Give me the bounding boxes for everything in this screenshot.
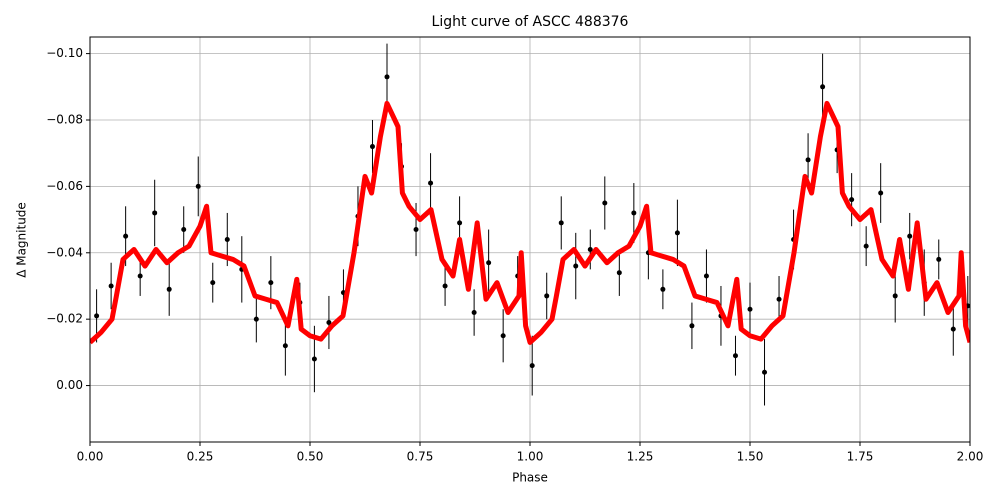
data-point — [500, 333, 506, 339]
data-point — [674, 230, 680, 236]
data-point — [892, 293, 898, 299]
data-point — [602, 200, 608, 206]
y-tick-label: 0.00 — [56, 378, 83, 392]
y-axis-label: Δ Magnitude — [15, 202, 29, 278]
data-point — [486, 260, 492, 266]
data-point — [413, 227, 419, 233]
x-tick-label: 1.00 — [517, 450, 544, 464]
data-point — [108, 283, 114, 289]
data-point — [210, 280, 216, 286]
data-point — [849, 197, 855, 203]
data-point — [253, 316, 259, 322]
data-point — [689, 323, 695, 329]
axes: 0.00 0.25 0.50 0.75 1.00 1.25 1.50 1.75 2.00 −0.1… — [46, 46, 983, 463]
y-tick-label: −0.02 — [46, 312, 83, 326]
chart-title: Light curve of ASCC 488376 — [432, 14, 629, 30]
data-point — [907, 233, 913, 239]
data-point — [747, 306, 753, 312]
data-point — [544, 293, 550, 299]
data-point — [268, 280, 274, 286]
data-point — [152, 210, 158, 216]
data-point — [703, 273, 709, 279]
data-point — [776, 296, 782, 302]
y-tick-label: −0.10 — [46, 46, 83, 60]
data-point — [732, 353, 738, 359]
x-tick-label: 0.50 — [297, 450, 324, 464]
grid — [89, 37, 971, 442]
x-tick-label: 1.50 — [737, 450, 764, 464]
x-tick-label: 0.00 — [77, 450, 104, 464]
data-point — [587, 246, 593, 252]
y-tick-label: −0.06 — [46, 179, 83, 193]
data-point — [384, 74, 390, 80]
data-point — [181, 227, 187, 233]
x-tick-label: 0.75 — [407, 450, 434, 464]
data-point — [123, 233, 129, 239]
trend-line — [90, 100, 970, 345]
x-tick-label: 1.25 — [627, 450, 654, 464]
data-point — [326, 319, 332, 325]
data-point — [471, 310, 477, 316]
data-point — [863, 243, 869, 249]
data-point — [936, 256, 942, 262]
data-point — [631, 210, 637, 216]
data-point — [94, 313, 100, 319]
data-point — [805, 157, 811, 163]
data-point — [820, 84, 826, 90]
plot-area — [90, 43, 970, 406]
data-point — [457, 220, 463, 226]
data-point — [195, 183, 201, 189]
data-point — [282, 343, 288, 349]
data-point — [878, 190, 884, 196]
data-point — [529, 363, 535, 369]
data-point — [137, 273, 143, 279]
data-point — [369, 144, 375, 150]
data-point — [660, 286, 666, 292]
data-point — [616, 270, 622, 276]
data-point — [950, 326, 956, 332]
y-tick-label: −0.04 — [46, 245, 83, 259]
y-tick-label: −0.08 — [46, 112, 83, 126]
data-point — [166, 286, 172, 292]
data-point — [442, 283, 448, 289]
data-point — [762, 369, 768, 375]
x-axis-label: Phase — [512, 471, 548, 485]
data-point — [558, 220, 564, 226]
data-point — [224, 237, 230, 242]
data-point — [428, 180, 434, 186]
x-tick-label: 0.25 — [187, 450, 214, 464]
data-point — [311, 356, 317, 362]
data-point — [573, 263, 579, 269]
x-tick-label: 1.75 — [847, 450, 874, 464]
x-tick-label: 2.00 — [957, 450, 984, 464]
